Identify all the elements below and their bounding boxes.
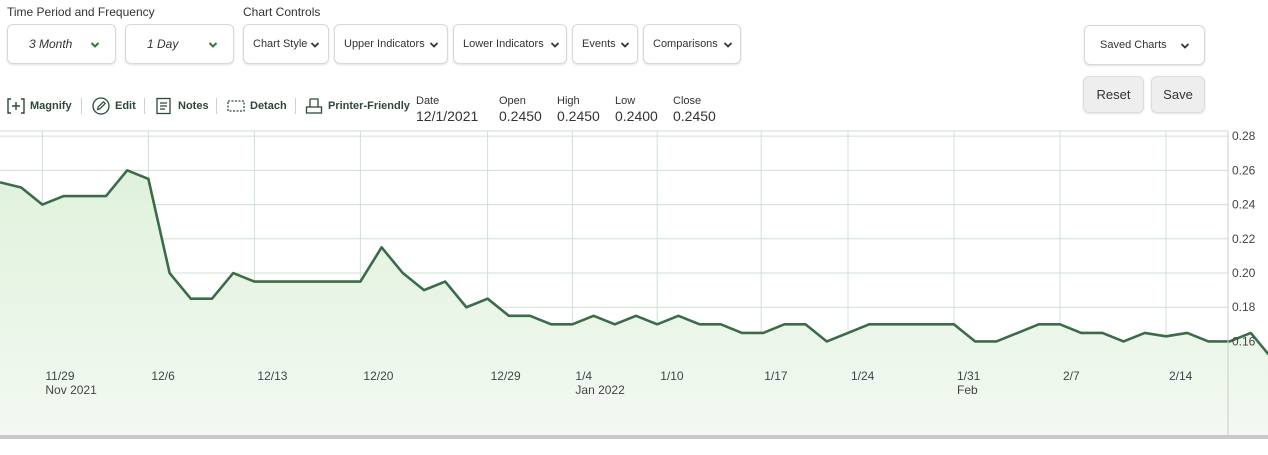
x-tick-label: 1/10 bbox=[660, 369, 684, 383]
x-tick-label: 12/13 bbox=[257, 369, 287, 383]
lower-indicators-dropdown[interactable]: Lower Indicators bbox=[453, 24, 567, 64]
chevron-down-icon bbox=[310, 42, 320, 48]
detach-icon bbox=[227, 100, 245, 112]
magnify-icon bbox=[7, 98, 25, 114]
high-label: High bbox=[557, 95, 580, 107]
x-tick-label: 12/29 bbox=[491, 369, 521, 383]
chevron-down-icon bbox=[723, 42, 733, 48]
chevron-down-icon bbox=[620, 42, 630, 48]
x-tick-label: 1/31 bbox=[957, 369, 981, 383]
upper-indicators-dropdown[interactable]: Upper Indicators bbox=[334, 24, 448, 64]
comparisons-label: Comparisons bbox=[653, 38, 718, 50]
chevron-down-icon bbox=[429, 42, 439, 48]
notes-icon bbox=[156, 97, 171, 115]
comparisons-dropdown[interactable]: Comparisons bbox=[643, 24, 741, 64]
magnify-button[interactable]: Magnify bbox=[7, 97, 72, 115]
y-tick-label: 0.24 bbox=[1232, 198, 1256, 212]
y-tick-label: 0.18 bbox=[1232, 300, 1256, 314]
toolbar-divider bbox=[81, 98, 82, 114]
x-tick-label: 2/7 bbox=[1063, 369, 1080, 383]
chart-style-dropdown[interactable]: Chart Style bbox=[243, 24, 329, 64]
x-tick-label: 12/6 bbox=[151, 369, 175, 383]
time-period-label: Time Period and Frequency bbox=[7, 5, 155, 19]
x-secondary-label: Nov 2021 bbox=[45, 383, 97, 397]
toolbar-divider bbox=[144, 98, 145, 114]
edit-label: Edit bbox=[115, 100, 136, 112]
detach-button[interactable]: Detach bbox=[227, 97, 287, 115]
x-tick-label: 1/17 bbox=[764, 369, 788, 383]
chart-bottom-scrollbar[interactable] bbox=[0, 435, 1268, 439]
magnify-label: Magnify bbox=[30, 100, 72, 112]
save-button[interactable]: Save bbox=[1151, 76, 1205, 113]
printer-friendly-label: Printer-Friendly bbox=[328, 100, 410, 112]
notes-label: Notes bbox=[178, 100, 209, 112]
y-tick-label: 0.20 bbox=[1232, 266, 1256, 280]
x-tick-label: 1/24 bbox=[851, 369, 875, 383]
period-select-value: 3 Month bbox=[29, 37, 73, 51]
chevron-down-icon bbox=[550, 42, 560, 48]
open-label: Open bbox=[499, 95, 526, 107]
printer-icon bbox=[305, 98, 323, 114]
saved-charts-dropdown[interactable]: Saved Charts bbox=[1084, 25, 1205, 65]
notes-button[interactable]: Notes bbox=[155, 97, 209, 115]
date-value: 12/1/2021 bbox=[416, 108, 479, 124]
open-value: 0.2450 bbox=[499, 108, 542, 124]
reset-button[interactable]: Reset bbox=[1083, 76, 1144, 113]
low-value: 0.2400 bbox=[615, 108, 658, 124]
toolbar-divider bbox=[295, 98, 296, 114]
period-select[interactable]: 3 Month bbox=[7, 24, 116, 64]
price-chart[interactable]: 0.16 0.18 0.20 0.22 0.24 0.26 0.28 11/29 12/6 12… bbox=[0, 130, 1268, 455]
series-line bbox=[0, 169, 1268, 356]
y-tick-label: 0.26 bbox=[1232, 163, 1256, 177]
close-label: Close bbox=[673, 95, 702, 107]
printer-friendly-button[interactable]: Printer-Friendly bbox=[305, 97, 410, 115]
detach-label: Detach bbox=[250, 100, 287, 112]
series-area bbox=[0, 170, 1268, 435]
events-dropdown[interactable]: Events bbox=[572, 24, 638, 64]
pencil-icon bbox=[92, 97, 110, 115]
x-tick-label: 1/4 bbox=[575, 369, 592, 383]
events-label: Events bbox=[582, 38, 616, 50]
frequency-select-value: 1 Day bbox=[147, 37, 179, 51]
frequency-select[interactable]: 1 Day bbox=[125, 24, 234, 64]
date-label: Date bbox=[416, 95, 440, 107]
chevron-down-icon bbox=[90, 42, 100, 48]
chart-controls-label: Chart Controls bbox=[243, 5, 321, 19]
toolbar-divider bbox=[216, 98, 217, 114]
high-value: 0.2450 bbox=[557, 108, 600, 124]
x-secondary-label: Feb bbox=[957, 383, 978, 397]
close-value: 0.2450 bbox=[673, 108, 716, 124]
low-label: Low bbox=[615, 95, 636, 107]
x-tick-label: 11/29 bbox=[45, 369, 74, 383]
chart-style-label: Chart Style bbox=[253, 38, 308, 50]
upper-indicators-label: Upper Indicators bbox=[344, 38, 425, 50]
x-tick-label: 2/14 bbox=[1169, 369, 1193, 383]
x-secondary-label: Jan 2022 bbox=[575, 383, 625, 397]
y-tick-label: 0.22 bbox=[1232, 232, 1256, 246]
chevron-down-icon bbox=[208, 42, 218, 48]
saved-charts-label: Saved Charts bbox=[1100, 39, 1167, 51]
edit-button[interactable]: Edit bbox=[92, 97, 136, 115]
chevron-down-icon bbox=[1180, 43, 1190, 49]
x-tick-label: 12/20 bbox=[363, 369, 393, 383]
y-tick-label: 0.16 bbox=[1232, 334, 1256, 348]
y-tick-label: 0.28 bbox=[1232, 130, 1256, 143]
lower-indicators-label: Lower Indicators bbox=[463, 38, 544, 50]
